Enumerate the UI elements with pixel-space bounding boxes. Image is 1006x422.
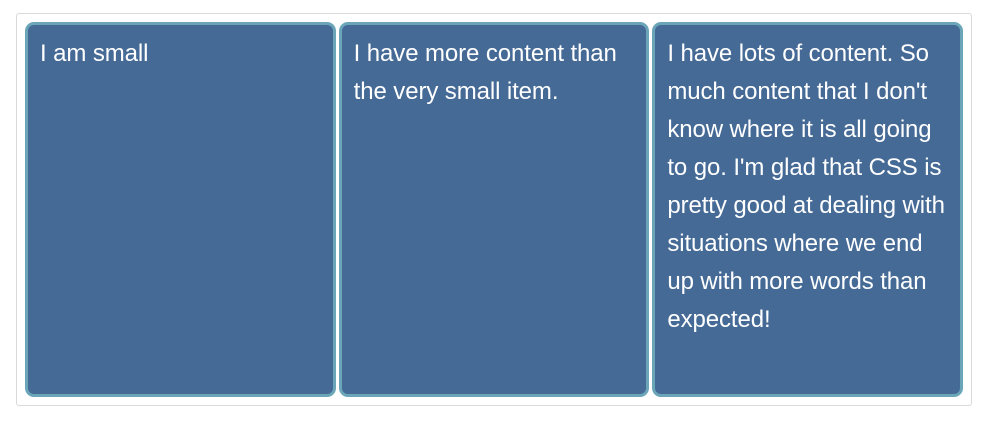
flex-container: I am small I have more content than the … xyxy=(16,13,972,406)
item-large-text: I have lots of content. So much content … xyxy=(667,40,945,333)
item-small: I am small xyxy=(25,22,336,397)
item-medium-text: I have more content than the very small … xyxy=(353,40,617,105)
item-medium: I have more content than the very small … xyxy=(338,22,650,397)
item-small-text: I am small xyxy=(40,40,149,67)
item-large: I have lots of content. So much content … xyxy=(652,22,964,397)
